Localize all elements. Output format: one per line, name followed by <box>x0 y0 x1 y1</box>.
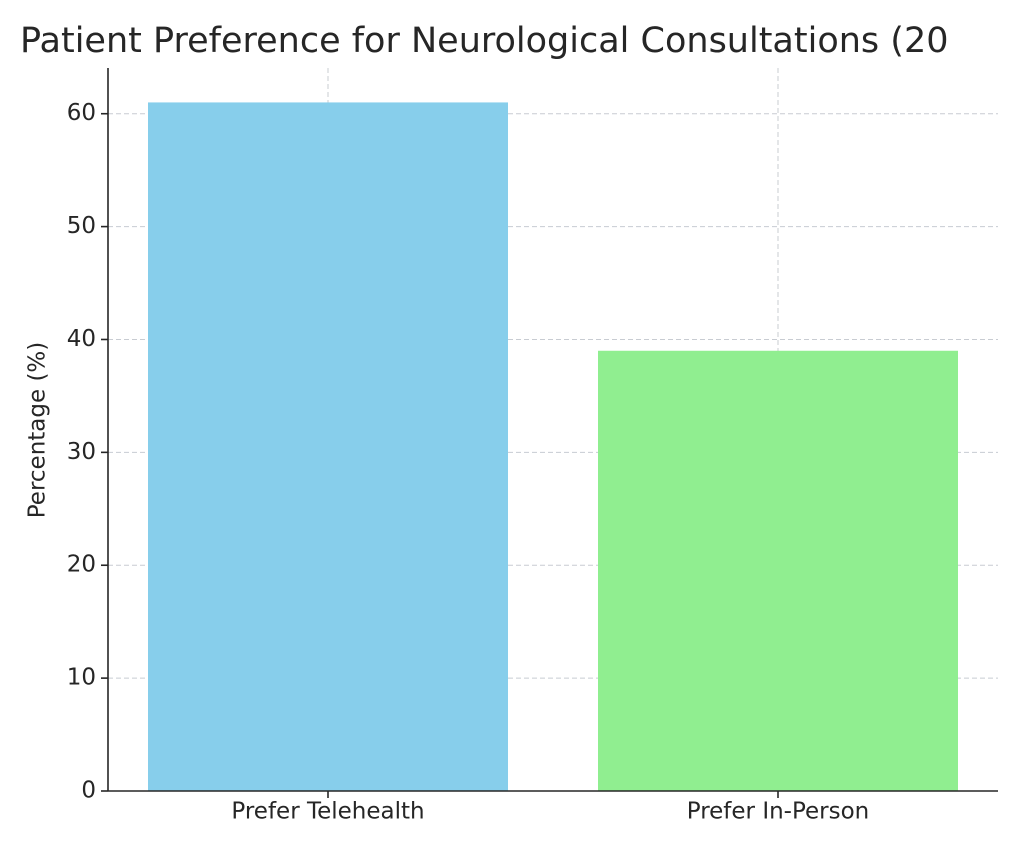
y-tick-label: 10 <box>67 665 96 691</box>
y-tick-label: 60 <box>67 100 96 126</box>
x-tick-label: Prefer Telehealth <box>231 799 424 825</box>
x-tick-label: Prefer In-Person <box>687 799 870 825</box>
y-tick-label: 20 <box>67 552 96 578</box>
y-tick-label: 50 <box>67 213 96 239</box>
y-tick-label: 40 <box>67 326 96 352</box>
bar <box>148 102 508 791</box>
bar <box>598 350 958 791</box>
y-tick-label: 30 <box>67 439 96 465</box>
y-axis-label: Percentage (%) <box>25 342 51 519</box>
y-tick-label: 0 <box>81 778 96 804</box>
chart-title: Patient Preference for Neurological Cons… <box>20 21 948 61</box>
